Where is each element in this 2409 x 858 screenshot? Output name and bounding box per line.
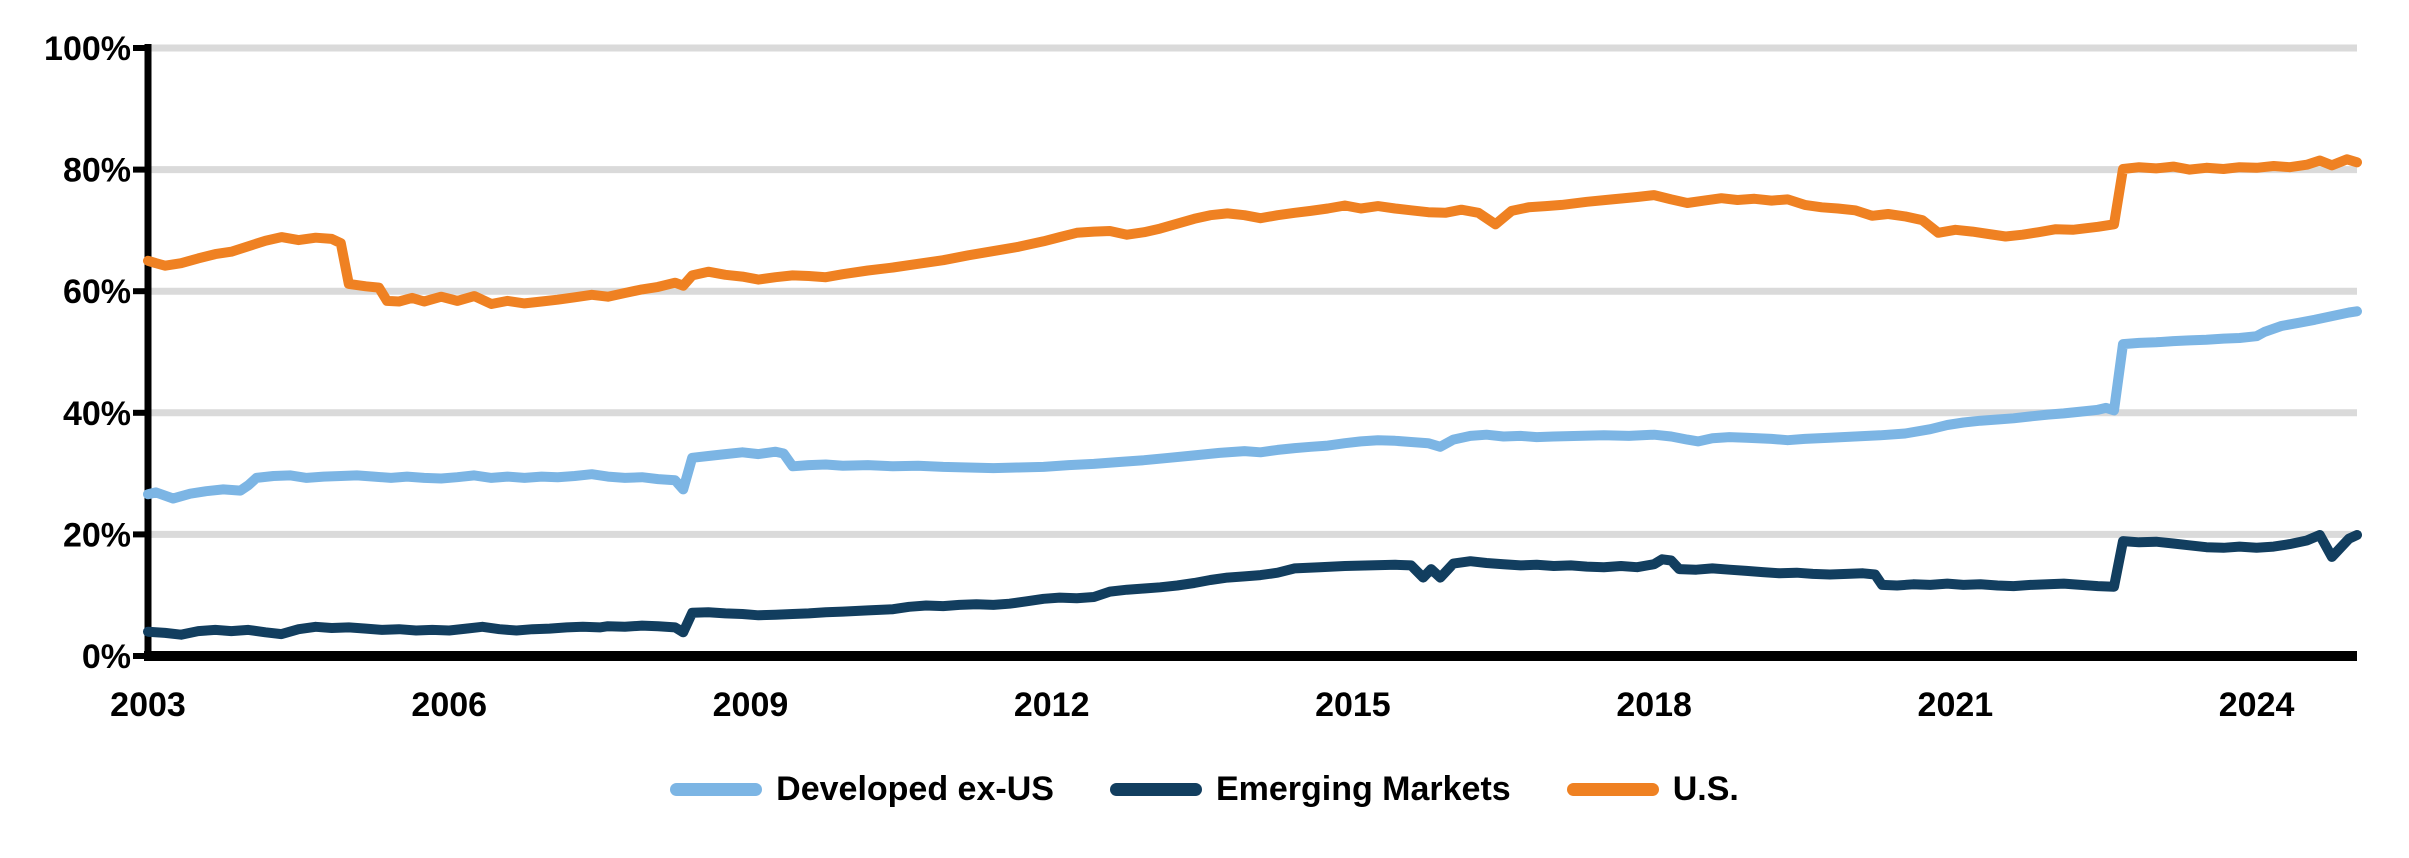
x-axis-label-2012: 2012 [1014, 686, 1090, 724]
y-axis-label-80%: 80% [63, 152, 131, 190]
line-developed-ex-us [143, 306, 2362, 504]
legend-item-developed-ex-us: Developed ex-US [670, 770, 1054, 809]
legend-swatch-us-icon [1566, 783, 1659, 796]
line-u-s [143, 154, 2362, 309]
legend-swatch-emerging-markets-icon [1109, 783, 1202, 796]
x-axis-label-2009: 2009 [713, 686, 789, 724]
legend-swatch-developed-ex-us-icon [670, 783, 763, 796]
y-axis-label-40%: 40% [63, 395, 131, 433]
y-axis-label-60%: 60% [63, 273, 131, 311]
y-axis-label-20%: 20% [63, 516, 131, 554]
y-axis-labels: 0% 20% 40% 60% 80% 100% [44, 30, 131, 676]
x-axis-label-2006: 2006 [411, 686, 487, 724]
legend-label-us: U.S. [1672, 770, 1739, 808]
legend: Developed ex-US Emerging Markets U.S. [0, 770, 2409, 809]
y-axis-line [144, 44, 152, 661]
series-lines [143, 154, 2362, 640]
y-axis-label-100%: 100% [44, 30, 131, 68]
y-axis-label-0%: 0% [82, 638, 131, 676]
line-emerging-markets [143, 530, 2362, 640]
legend-item-emerging-markets: Emerging Markets [1109, 770, 1511, 809]
x-axis-label-2003: 2003 [110, 686, 186, 724]
legend-item-us: U.S. [1566, 770, 1739, 809]
x-axis-line [144, 651, 2357, 661]
x-axis-label-2021: 2021 [1918, 686, 1994, 724]
x-axis-labels: 2003 2006 2009 2012 2015 2018 2021 2024 [110, 686, 2294, 724]
x-axis-label-2015: 2015 [1315, 686, 1391, 724]
gridlines [148, 44, 2357, 538]
legend-label-developed-ex-us: Developed ex-US [776, 770, 1054, 808]
x-axis-label-2024: 2024 [2219, 686, 2295, 724]
x-axis-label-2018: 2018 [1616, 686, 1692, 724]
legend-label-emerging-markets: Emerging Markets [1215, 770, 1511, 808]
